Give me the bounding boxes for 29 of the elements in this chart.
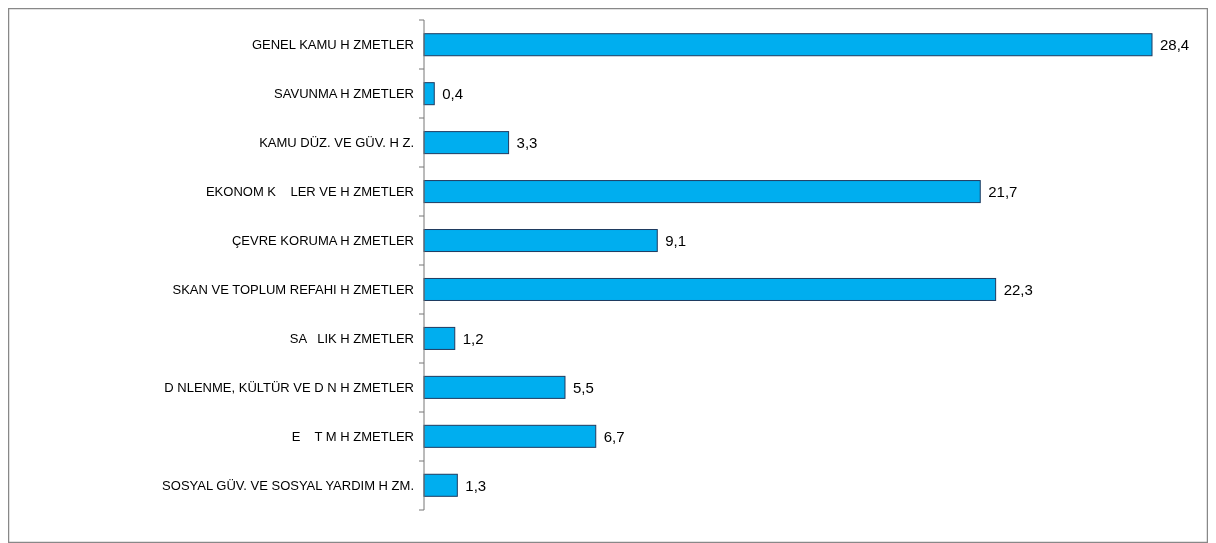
data-label: 3,3: [516, 133, 538, 151]
y-tick-label: D NLENME, KÜLTÜR VE D N H ZMETLER: [164, 379, 414, 395]
data-label: 0,4: [442, 84, 464, 102]
bar: [423, 473, 458, 497]
data-label: 5,5: [572, 378, 594, 396]
data-label: 1,3: [465, 476, 487, 494]
data-label: 22,3: [1003, 280, 1033, 298]
y-tick-label: SAVUNMA H ZMETLER: [274, 86, 414, 102]
bar: [423, 277, 997, 301]
bar: [423, 326, 456, 350]
y-tick-label: SOSYAL GÜV. VE SOSYAL YARDIM H ZM.: [162, 477, 414, 493]
data-label: 9,1: [665, 231, 687, 249]
data-label: 6,7: [603, 427, 625, 445]
y-tick-label: EKONOM K LER VE H ZMETLER: [205, 184, 414, 200]
y-tick-label: E T M H ZMETLER: [291, 428, 414, 444]
data-label: 1,2: [462, 329, 484, 347]
bar: [423, 33, 1153, 57]
bar: [423, 131, 510, 155]
bar: [423, 424, 597, 448]
data-label: 28,4: [1160, 35, 1190, 53]
bar: [423, 180, 981, 204]
bar: [423, 375, 566, 399]
y-tick-label: KAMU DÜZ. VE GÜV. H Z.: [259, 135, 414, 151]
y-tick-label: SKAN VE TOPLUM REFAHI H ZMETLER: [172, 282, 414, 298]
data-label: 21,7: [988, 182, 1018, 200]
y-tick-label: SA LIK H ZMETLER: [289, 330, 414, 346]
y-tick-label: ÇEVRE KORUMA H ZMETLER: [231, 233, 414, 249]
y-tick-label: GENEL KAMU H ZMETLER: [251, 37, 414, 53]
bar: [423, 229, 658, 253]
